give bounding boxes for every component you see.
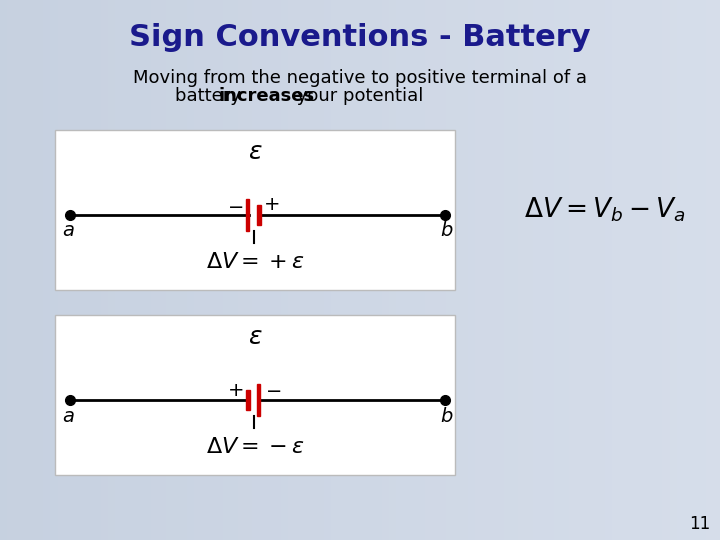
Text: 11: 11 — [689, 515, 711, 533]
Text: $-$: $-$ — [227, 195, 243, 214]
Bar — [257, 205, 261, 225]
Text: $b$: $b$ — [440, 221, 454, 240]
Text: $\Delta V = +\varepsilon$: $\Delta V = +\varepsilon$ — [206, 252, 304, 272]
Text: $\Delta V = -\varepsilon$: $\Delta V = -\varepsilon$ — [206, 437, 304, 457]
Bar — [246, 390, 250, 410]
Text: $a$: $a$ — [62, 407, 74, 426]
Text: $+$: $+$ — [227, 381, 243, 400]
Text: increases: increases — [219, 87, 315, 105]
Bar — [55, 315, 455, 475]
Text: Moving from the negative to positive terminal of a: Moving from the negative to positive ter… — [133, 69, 587, 87]
Text: $\varepsilon$: $\varepsilon$ — [248, 325, 262, 349]
Bar — [257, 384, 260, 416]
Text: $-$: $-$ — [265, 381, 281, 400]
Bar — [246, 199, 249, 231]
Bar — [55, 130, 455, 290]
Text: $+$: $+$ — [263, 195, 279, 214]
Text: $b$: $b$ — [440, 407, 454, 426]
Text: battery: battery — [175, 87, 247, 105]
Text: $\varepsilon$: $\varepsilon$ — [248, 140, 262, 164]
Text: $a$: $a$ — [62, 221, 74, 240]
Text: your potential: your potential — [291, 87, 423, 105]
Text: Sign Conventions - Battery: Sign Conventions - Battery — [129, 24, 591, 52]
Text: $\Delta V = V_b - V_a$: $\Delta V = V_b - V_a$ — [524, 195, 685, 224]
